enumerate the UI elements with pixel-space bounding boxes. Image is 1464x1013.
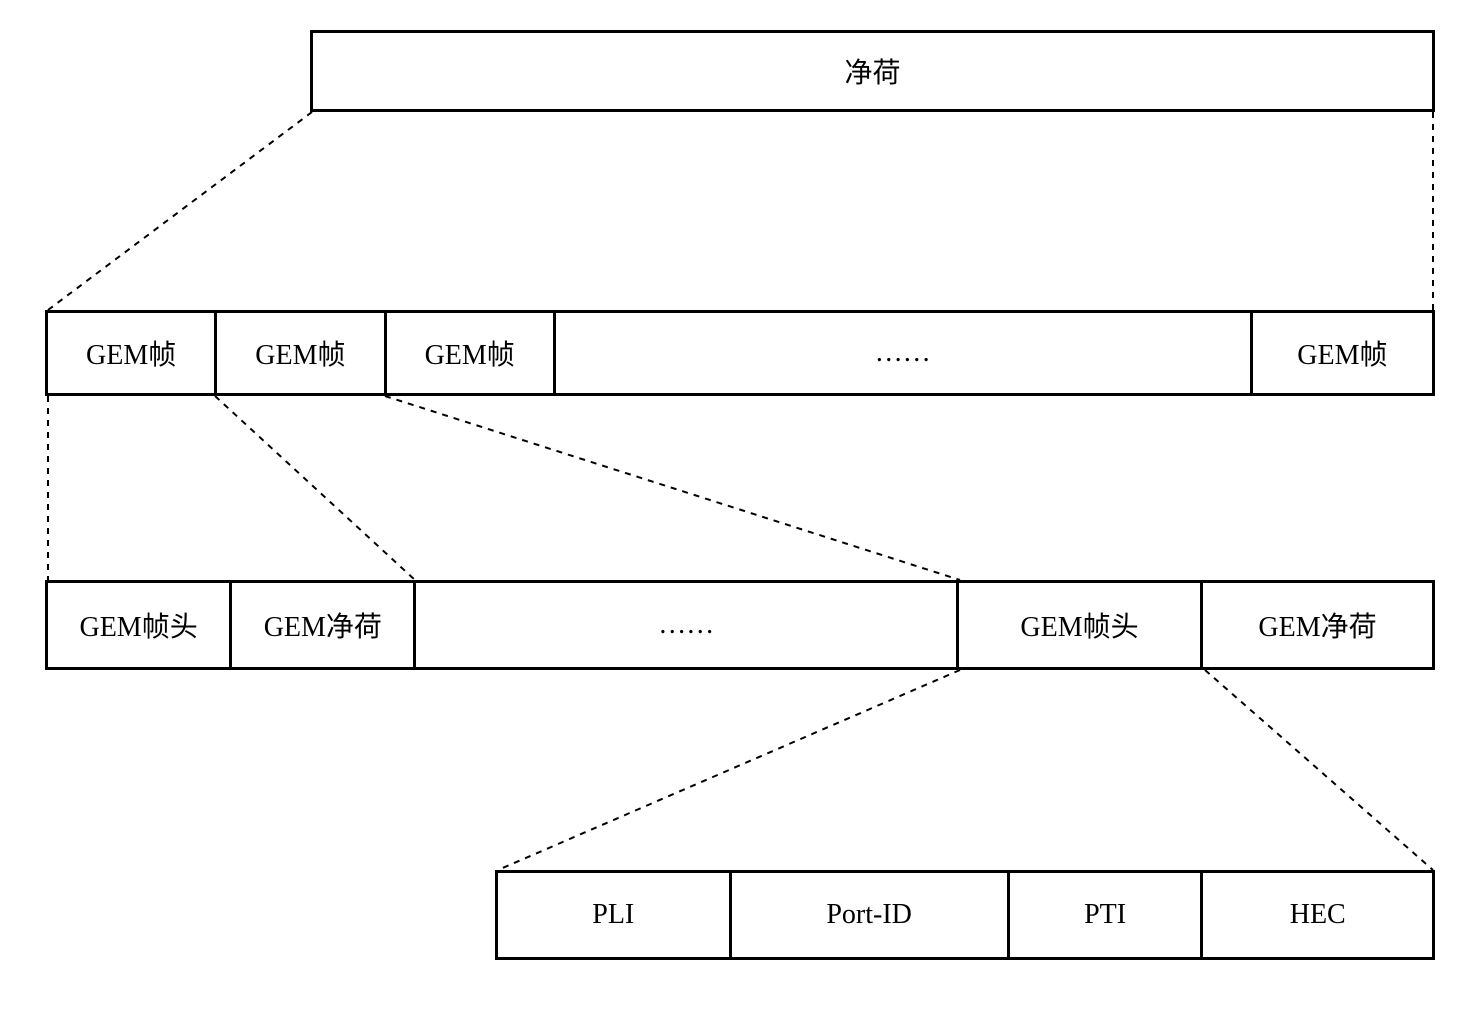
cell: Port-ID [732,873,1010,957]
cell: GEM帧 [1253,313,1432,393]
cell-label: PTI [1084,899,1126,931]
cell: GEM帧头 [48,583,232,667]
frame-structure-diagram: 净荷GEM帧GEM帧GEM帧……GEM帧GEM帧头GEM净荷……GEM帧头GEM… [20,20,1444,973]
cell: …… [556,313,1253,393]
cell-label: GEM帧 [425,333,515,373]
cell-label: Port-ID [826,899,912,931]
cell: GEM帧 [48,313,217,393]
cell-label: …… [875,337,931,369]
cell: PTI [1010,873,1204,957]
level-level4: PLI Port-ID PTI HEC [495,870,1435,960]
cell: GEM净荷 [232,583,416,667]
cell: HEC [1203,873,1432,957]
level-level3: GEM帧头 GEM净荷 …… GEM帧头 GEM净荷 [45,580,1435,670]
cell-label: PLI [592,899,634,931]
cell-label: …… [658,609,714,641]
cell-label: GEM帧头 [79,605,197,645]
cell-label: GEM帧 [255,333,345,373]
cell-label: GEM帧头 [1020,605,1138,645]
cell-label: GEM帧 [1297,333,1387,373]
connector-lines [20,20,1464,1013]
cell-label: 净荷 [844,51,900,91]
cell: GEM帧 [217,313,386,393]
cell: GEM帧头 [959,583,1203,667]
cell: GEM净荷 [1203,583,1432,667]
level-level1: 净荷 [310,30,1435,112]
cell: PLI [498,873,732,957]
cell-label: HEC [1290,899,1346,931]
cell-label: GEM净荷 [1258,605,1376,645]
cell: 净荷 [313,33,1432,109]
cell: …… [416,583,959,667]
cell-label: GEM帧 [86,333,176,373]
level-level2: GEM帧 GEM帧 GEM帧 …… GEM帧 [45,310,1435,396]
cell-label: GEM净荷 [264,605,382,645]
cell: GEM帧 [387,313,556,393]
